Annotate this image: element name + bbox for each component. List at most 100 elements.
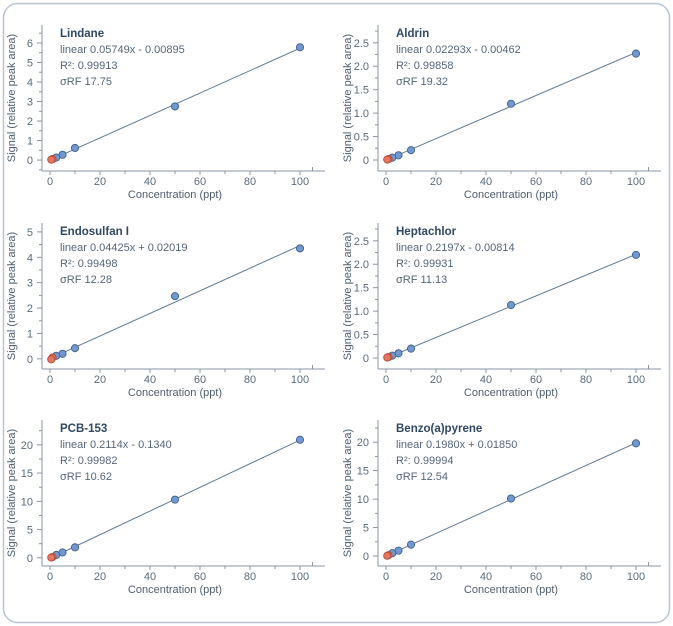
chart-panel-0: 0 20 40 60 80 100 0 1 2 3 4 5 6 Concentration (ppt) Si… bbox=[6, 25, 325, 201]
data-point bbox=[406, 344, 416, 353]
y-tick-label: 2 bbox=[27, 303, 33, 315]
y-tick-label: 5 bbox=[27, 57, 33, 69]
r-squared: R²: 0.99994 bbox=[396, 455, 453, 467]
x-tick-label: 60 bbox=[530, 571, 542, 583]
rsd-rf: σRF 12.28 bbox=[60, 274, 112, 286]
y-tick-label: 2.0 bbox=[354, 61, 369, 73]
panel-title: PCB-153 bbox=[60, 423, 107, 435]
x-axis-label: Concentration (ppt) bbox=[464, 584, 558, 596]
x-tick-label: 80 bbox=[580, 571, 592, 583]
y-tick-label: 3 bbox=[27, 278, 33, 290]
data-point-low bbox=[383, 353, 392, 362]
chart-panel-1: 0 20 40 60 80 100 0 0.5 1.0 1.5 2.0 2.5 Concentratio… bbox=[342, 25, 661, 201]
data-point bbox=[631, 49, 641, 58]
x-tick-label: 80 bbox=[244, 571, 256, 583]
fit-equation: linear 0.04425x + 0.02019 bbox=[60, 242, 188, 254]
rsd-rf: σRF 19.32 bbox=[396, 76, 448, 88]
data-point bbox=[70, 344, 80, 353]
data-point bbox=[295, 244, 305, 253]
y-tick-label: 2.5 bbox=[354, 38, 369, 50]
x-tick-label: 100 bbox=[291, 374, 309, 386]
data-point bbox=[406, 146, 416, 155]
fit-line bbox=[49, 245, 301, 360]
y-tick-label: 10 bbox=[21, 496, 33, 508]
chart-panel-5: 0 20 40 60 80 100 0 5 10 15 20 Concentration (ppt) S… bbox=[342, 420, 661, 596]
y-axis-label: Signal (relative peak area) bbox=[342, 232, 354, 360]
panel-title: Lindane bbox=[60, 28, 104, 40]
chart-panel-2: 0 20 40 60 80 100 0 1 2 3 4 5 Concentration (ppt) Sig… bbox=[6, 223, 325, 399]
x-tick-label: 60 bbox=[530, 176, 542, 188]
y-tick-label: 2 bbox=[27, 116, 33, 128]
x-axis-label: Concentration (ppt) bbox=[128, 584, 222, 596]
x-tick-label: 0 bbox=[47, 374, 53, 386]
y-tick-label: 4 bbox=[27, 252, 33, 264]
y-tick-label: 2.0 bbox=[354, 259, 369, 271]
y-axis-label: Signal (relative peak area) bbox=[6, 34, 18, 162]
y-axis-label: Signal (relative peak area) bbox=[342, 429, 354, 557]
panel-title: Benzo(a)pyrene bbox=[396, 423, 482, 435]
y-tick-label: 5 bbox=[27, 227, 33, 239]
y-tick-label: 0 bbox=[363, 353, 369, 365]
x-tick-label: 0 bbox=[383, 571, 389, 583]
y-tick-label: 20 bbox=[21, 440, 33, 452]
x-tick-label: 20 bbox=[430, 176, 442, 188]
y-axis-label: Signal (relative peak area) bbox=[6, 232, 18, 360]
x-tick-label: 0 bbox=[47, 571, 53, 583]
x-axis-label: Concentration (ppt) bbox=[128, 387, 222, 399]
data-point bbox=[295, 43, 305, 52]
x-tick-label: 100 bbox=[627, 374, 645, 386]
x-tick-label: 0 bbox=[383, 374, 389, 386]
y-tick-label: 1.0 bbox=[354, 306, 369, 318]
chart-panel-4: 0 20 40 60 80 100 0 5 10 15 20 Concentration (ppt) S… bbox=[6, 420, 325, 596]
y-tick-label: 5 bbox=[363, 523, 369, 535]
y-tick-label: 4 bbox=[27, 77, 33, 89]
x-tick-label: 40 bbox=[144, 176, 156, 188]
r-squared: R²: 0.99913 bbox=[60, 60, 117, 72]
y-tick-label: 0 bbox=[27, 155, 33, 167]
x-tick-label: 60 bbox=[194, 176, 206, 188]
data-point-low bbox=[47, 355, 56, 364]
y-tick-label: 0 bbox=[27, 354, 33, 366]
data-point bbox=[406, 540, 416, 549]
x-tick-label: 20 bbox=[430, 571, 442, 583]
x-tick-label: 80 bbox=[580, 176, 592, 188]
y-tick-label: 1.5 bbox=[354, 85, 369, 97]
data-point bbox=[631, 250, 641, 259]
panel-title: Heptachlor bbox=[396, 226, 457, 238]
data-point bbox=[506, 99, 516, 108]
y-tick-label: 15 bbox=[21, 468, 33, 480]
y-tick-label: 15 bbox=[357, 466, 369, 478]
x-tick-label: 40 bbox=[480, 374, 492, 386]
x-tick-label: 0 bbox=[47, 176, 53, 188]
x-axis-label: Concentration (ppt) bbox=[128, 189, 222, 201]
data-point bbox=[631, 439, 641, 448]
y-tick-label: 1.0 bbox=[354, 108, 369, 120]
data-point bbox=[170, 102, 180, 111]
y-axis-label: Signal (relative peak area) bbox=[6, 429, 18, 557]
x-tick-label: 80 bbox=[580, 374, 592, 386]
x-tick-label: 40 bbox=[480, 176, 492, 188]
y-tick-label: 0 bbox=[363, 155, 369, 167]
fit-equation: linear 0.1980x + 0.01850 bbox=[396, 439, 517, 451]
rsd-rf: σRF 11.13 bbox=[396, 274, 447, 286]
y-tick-label: 10 bbox=[357, 494, 369, 506]
x-tick-label: 20 bbox=[430, 374, 442, 386]
fit-equation: linear 0.02293x - 0.00462 bbox=[396, 44, 521, 56]
x-tick-label: 100 bbox=[291, 176, 309, 188]
rsd-rf: σRF 12.54 bbox=[396, 471, 448, 483]
rsd-rf: σRF 10.62 bbox=[60, 471, 112, 483]
x-axis-label: Concentration (ppt) bbox=[464, 189, 558, 201]
y-tick-label: 1 bbox=[27, 328, 33, 340]
data-point-low bbox=[47, 155, 56, 164]
y-tick-label: 1 bbox=[27, 136, 33, 148]
y-tick-label: 1.5 bbox=[354, 283, 369, 295]
y-tick-label: 2.5 bbox=[354, 236, 369, 248]
panel-title: Aldrin bbox=[396, 28, 429, 40]
fit-equation: linear 0.2114x - 0.1340 bbox=[60, 439, 172, 451]
x-tick-label: 20 bbox=[94, 374, 106, 386]
x-tick-label: 40 bbox=[480, 571, 492, 583]
y-tick-label: 3 bbox=[27, 97, 33, 109]
chart-panel-3: 0 20 40 60 80 100 0 0.5 1.0 1.5 2.0 2.5 Concentratio… bbox=[342, 223, 661, 399]
x-tick-label: 20 bbox=[94, 176, 106, 188]
